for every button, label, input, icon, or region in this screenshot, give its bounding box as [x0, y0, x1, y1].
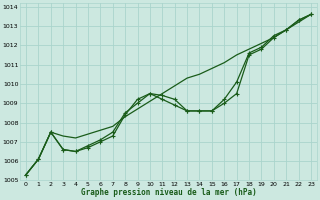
X-axis label: Graphe pression niveau de la mer (hPa): Graphe pression niveau de la mer (hPa): [81, 188, 256, 197]
